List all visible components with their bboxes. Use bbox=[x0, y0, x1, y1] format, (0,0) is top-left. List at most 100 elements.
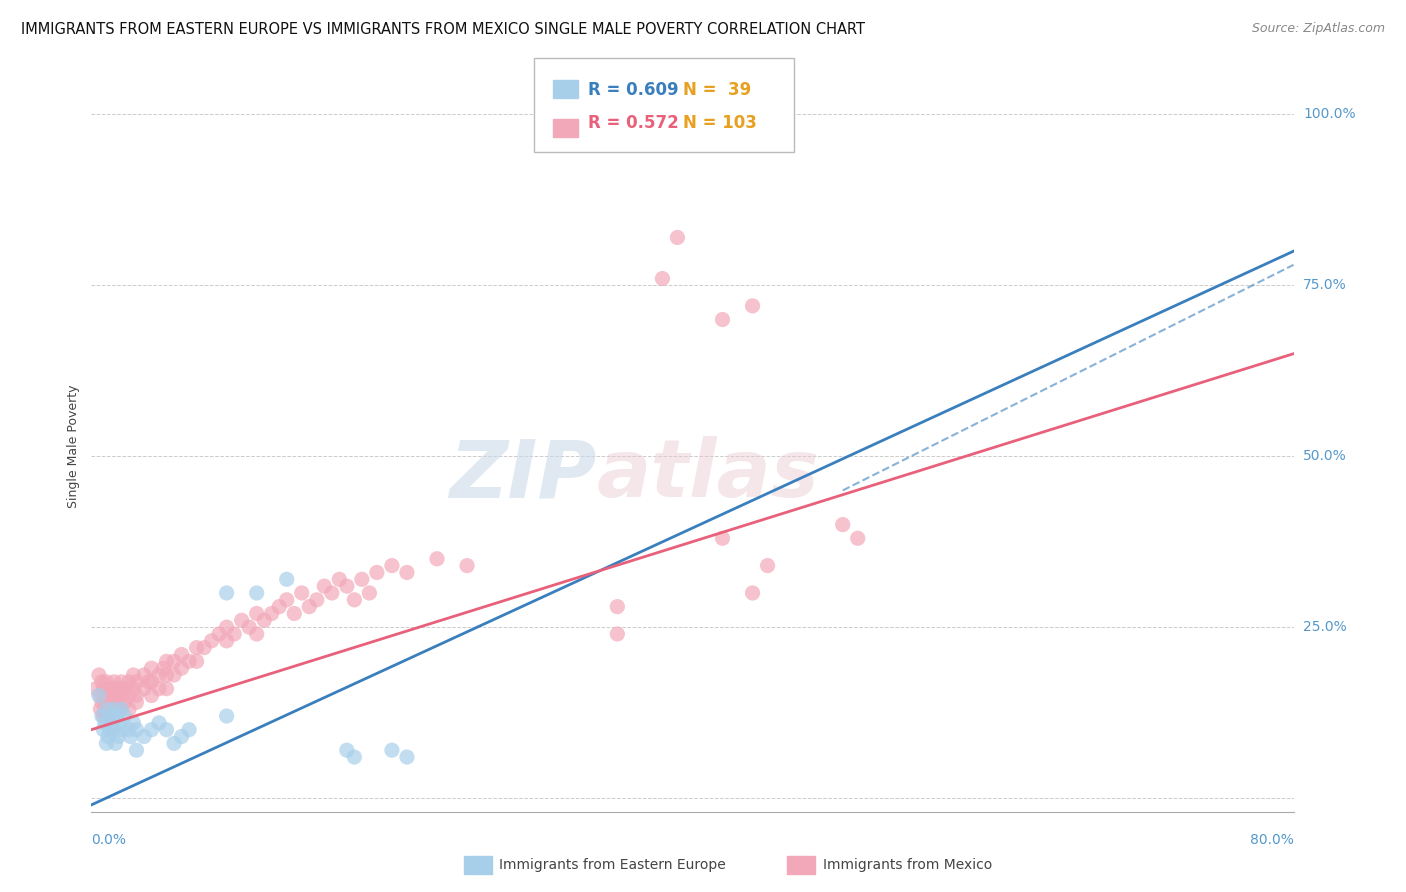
Text: atlas: atlas bbox=[596, 436, 820, 515]
Point bbox=[155, 654, 177, 668]
Point bbox=[110, 723, 132, 737]
Point bbox=[456, 558, 478, 573]
Point bbox=[132, 730, 155, 744]
Point bbox=[276, 572, 298, 586]
Point bbox=[170, 661, 193, 675]
Point bbox=[741, 586, 763, 600]
Point bbox=[114, 709, 136, 723]
Text: 75.0%: 75.0% bbox=[1303, 278, 1347, 293]
Point bbox=[125, 674, 148, 689]
Point bbox=[269, 599, 291, 614]
Point bbox=[122, 681, 145, 696]
Point bbox=[93, 723, 115, 737]
Point bbox=[107, 689, 129, 703]
Point bbox=[118, 702, 141, 716]
Point bbox=[291, 586, 314, 600]
Text: R = 0.572: R = 0.572 bbox=[588, 114, 679, 132]
Point bbox=[155, 681, 177, 696]
Text: N = 103: N = 103 bbox=[683, 114, 758, 132]
Text: 100.0%: 100.0% bbox=[1303, 107, 1355, 121]
Point bbox=[118, 723, 141, 737]
Point bbox=[246, 586, 269, 600]
Point bbox=[148, 715, 170, 730]
Point bbox=[98, 689, 121, 703]
Point bbox=[163, 668, 186, 682]
Point bbox=[108, 715, 131, 730]
Point bbox=[103, 674, 125, 689]
Point bbox=[711, 312, 734, 326]
Point bbox=[90, 709, 112, 723]
Point bbox=[711, 531, 734, 545]
Text: Source: ZipAtlas.com: Source: ZipAtlas.com bbox=[1251, 22, 1385, 36]
Point bbox=[105, 709, 128, 723]
Point bbox=[350, 572, 373, 586]
Text: IMMIGRANTS FROM EASTERN EUROPE VS IMMIGRANTS FROM MEXICO SINGLE MALE POVERTY COR: IMMIGRANTS FROM EASTERN EUROPE VS IMMIGR… bbox=[21, 22, 865, 37]
Point bbox=[100, 681, 122, 696]
Text: 50.0%: 50.0% bbox=[1303, 450, 1347, 463]
Point bbox=[606, 627, 628, 641]
Point bbox=[141, 723, 163, 737]
Point bbox=[141, 689, 163, 703]
Point bbox=[98, 709, 121, 723]
Point bbox=[170, 730, 193, 744]
Point bbox=[246, 607, 269, 621]
Point bbox=[97, 681, 120, 696]
Point bbox=[343, 592, 366, 607]
Point bbox=[366, 566, 388, 580]
Point bbox=[283, 607, 305, 621]
Point bbox=[118, 689, 141, 703]
Point bbox=[114, 695, 136, 709]
Point bbox=[125, 723, 148, 737]
Point bbox=[96, 736, 118, 750]
Point bbox=[298, 599, 321, 614]
Point bbox=[84, 681, 107, 696]
Text: R = 0.609: R = 0.609 bbox=[588, 80, 678, 98]
Point bbox=[93, 681, 115, 696]
Point bbox=[110, 702, 132, 716]
Point bbox=[224, 627, 246, 641]
Text: Immigrants from Eastern Europe: Immigrants from Eastern Europe bbox=[499, 858, 725, 872]
Point bbox=[260, 607, 283, 621]
Point bbox=[141, 661, 163, 675]
Point bbox=[359, 586, 381, 600]
Point bbox=[426, 551, 449, 566]
Point bbox=[231, 613, 253, 627]
Point bbox=[96, 709, 118, 723]
Point bbox=[177, 723, 200, 737]
Point bbox=[101, 689, 124, 703]
Text: 80.0%: 80.0% bbox=[1250, 833, 1294, 847]
Point bbox=[155, 668, 177, 682]
Point bbox=[94, 702, 117, 716]
Point bbox=[246, 627, 269, 641]
Point bbox=[177, 654, 200, 668]
Point bbox=[138, 674, 160, 689]
Point bbox=[96, 702, 118, 716]
Point bbox=[122, 668, 145, 682]
Point bbox=[328, 572, 350, 586]
Point bbox=[132, 668, 155, 682]
Point bbox=[107, 730, 129, 744]
Point bbox=[87, 668, 110, 682]
Point bbox=[321, 586, 343, 600]
Point bbox=[305, 592, 328, 607]
Point bbox=[208, 627, 231, 641]
Point bbox=[215, 586, 238, 600]
Point bbox=[186, 654, 208, 668]
Point bbox=[215, 620, 238, 634]
Point bbox=[114, 681, 136, 696]
Point bbox=[122, 715, 145, 730]
Point bbox=[253, 613, 276, 627]
Point bbox=[87, 689, 110, 703]
Point bbox=[155, 723, 177, 737]
Point bbox=[100, 709, 122, 723]
Point bbox=[395, 750, 418, 764]
Point bbox=[104, 689, 127, 703]
Point bbox=[336, 579, 359, 593]
Point bbox=[152, 661, 174, 675]
Point bbox=[148, 681, 170, 696]
Point bbox=[104, 702, 127, 716]
Point bbox=[120, 730, 142, 744]
Point bbox=[125, 689, 148, 703]
Point bbox=[193, 640, 215, 655]
Point bbox=[89, 689, 111, 703]
